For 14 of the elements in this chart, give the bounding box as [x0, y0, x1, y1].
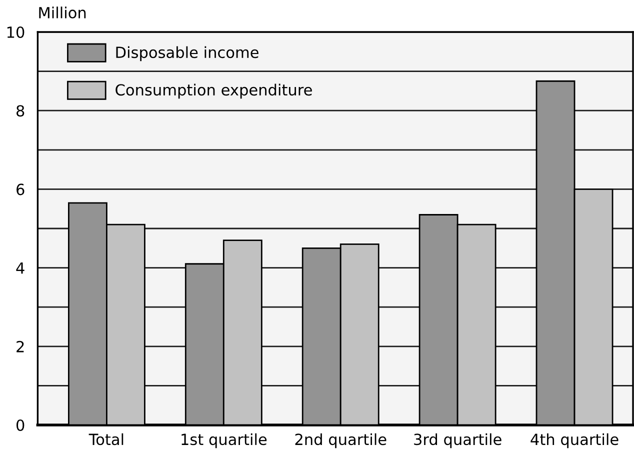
legend-label: Consumption expenditure: [116, 84, 312, 99]
x-tick-label: Total: [88, 433, 124, 446]
x-tick-label: 4th quartile: [530, 433, 618, 448]
y-tick-label: 10: [7, 26, 24, 38]
y-axis-title: Million: [39, 6, 86, 18]
y-tick-label: 0: [16, 419, 24, 432]
y-tick-label: 2: [16, 340, 24, 352]
x-tick-label: 1st quartile: [182, 433, 267, 448]
y-tick-label: 6: [16, 184, 24, 196]
legend-label: Disposable income: [116, 46, 258, 62]
y-tick-label: 8: [16, 105, 24, 117]
x-tick-label: 3rd quartile: [414, 433, 502, 448]
x-tick-label: 2nd quartile: [295, 433, 386, 448]
y-tick-label: 4: [16, 262, 24, 274]
